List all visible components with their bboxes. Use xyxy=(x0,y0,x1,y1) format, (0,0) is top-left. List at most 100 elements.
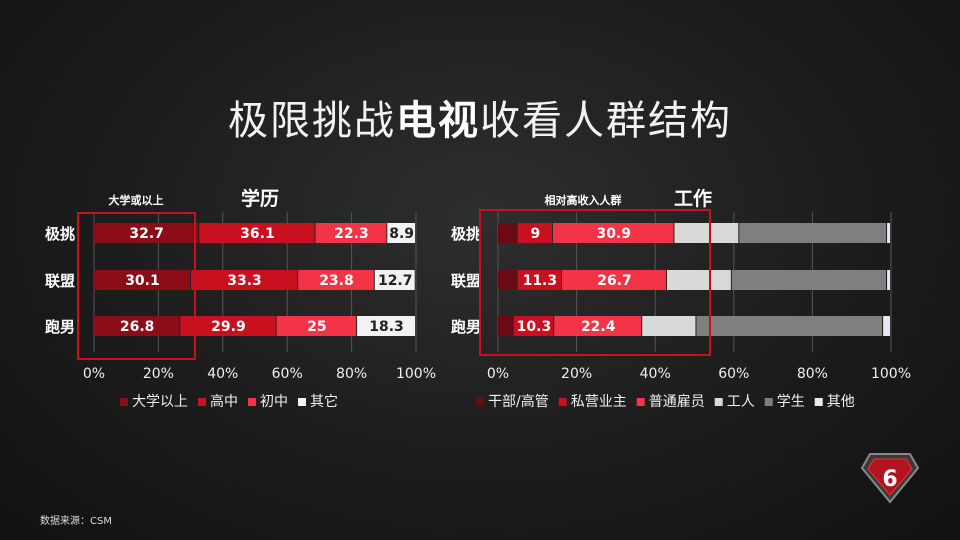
bar-segment xyxy=(517,270,562,290)
x-tick-label: 20% xyxy=(561,366,592,382)
legend-swatch xyxy=(764,398,773,406)
legend-swatch xyxy=(636,398,645,406)
bar-segment xyxy=(357,316,415,336)
legend-label: 学生 xyxy=(777,394,805,410)
bar-segment xyxy=(731,270,887,290)
bar-segment xyxy=(498,316,513,336)
legend-swatch xyxy=(248,398,256,406)
x-tick-label: 40% xyxy=(640,366,671,382)
title-part-3: 收看人群结构 xyxy=(480,98,732,144)
data-label: 33.3 xyxy=(227,273,262,289)
legend-swatch xyxy=(298,398,306,406)
legend-label: 其它 xyxy=(310,393,338,410)
data-label: 12.7 xyxy=(378,273,413,289)
bar-segment xyxy=(517,223,553,243)
chart-title: 工作 xyxy=(674,187,712,210)
legend-swatch xyxy=(558,398,567,406)
data-label: 11.3 xyxy=(523,273,558,289)
bar-segment xyxy=(642,316,696,336)
x-tick-label: 100% xyxy=(871,366,911,382)
bar-segment xyxy=(94,270,190,290)
bar-segment xyxy=(180,316,276,336)
category-label: 联盟 xyxy=(45,272,75,290)
bar-segment xyxy=(554,316,642,336)
bar-segment xyxy=(298,270,374,290)
bar-segment xyxy=(696,316,883,336)
bar-segment xyxy=(883,316,890,336)
page-title: 极限挑战电视收看人群结构 xyxy=(0,88,960,146)
chart-title: 学历 xyxy=(241,187,279,210)
bar-segment xyxy=(674,223,739,243)
x-tick-label: 60% xyxy=(272,366,303,382)
bar-segment xyxy=(199,223,315,243)
category-label: 联盟 xyxy=(451,272,481,290)
legend-label: 大学以上 xyxy=(132,394,188,410)
bar-segment xyxy=(739,223,887,243)
data-label: 22.3 xyxy=(334,226,369,242)
bar-segment xyxy=(513,316,554,336)
bar-segment xyxy=(498,223,517,243)
highlight-box xyxy=(479,209,711,356)
data-label: 8.9 xyxy=(389,226,414,242)
legend-label: 干部/高管 xyxy=(488,393,549,410)
svg-text:6: 6 xyxy=(882,467,897,492)
legend-label: 初中 xyxy=(260,393,288,410)
show-logo-icon: 6 xyxy=(860,453,920,504)
bar-segment xyxy=(387,223,415,243)
x-tick-label: 80% xyxy=(336,366,367,382)
x-tick-label: 20% xyxy=(143,366,174,382)
x-tick-label: 80% xyxy=(797,366,828,382)
x-tick-label: 40% xyxy=(207,366,238,382)
bar-segment xyxy=(276,316,357,336)
legend-swatch xyxy=(476,398,484,406)
chart-annotation: 相对高收入人群 xyxy=(545,193,622,207)
legend-label: 工人 xyxy=(727,394,755,410)
category-label: 极挑 xyxy=(45,225,75,243)
data-label: 30.1 xyxy=(125,273,160,289)
highlight-box xyxy=(77,212,196,360)
category-label: 极挑 xyxy=(451,225,481,243)
bar-segment xyxy=(190,270,298,290)
legend-label: 普通雇员 xyxy=(649,393,705,410)
data-label: 26.8 xyxy=(120,319,155,335)
title-part-1: 极限挑战 xyxy=(228,98,396,144)
data-label: 30.9 xyxy=(596,226,631,242)
data-label: 22.4 xyxy=(581,319,616,335)
bar-segment xyxy=(498,270,517,290)
legend-swatch xyxy=(198,398,206,406)
legend-label: 私营业主 xyxy=(571,394,627,410)
data-label: 9 xyxy=(530,226,540,242)
data-label: 25 xyxy=(307,319,326,335)
data-label: 23.8 xyxy=(319,273,354,289)
data-label: 10.3 xyxy=(517,319,552,335)
x-tick-label: 0% xyxy=(83,366,105,382)
bar-segment xyxy=(374,270,415,290)
legend-label: 其他 xyxy=(827,394,855,410)
data-label: 32.7 xyxy=(129,226,164,242)
bar-segment xyxy=(94,316,180,336)
bar-segment xyxy=(315,223,387,243)
bar-segment xyxy=(666,270,731,290)
x-tick-label: 100% xyxy=(396,366,436,382)
x-tick-label: 0% xyxy=(487,366,509,382)
legend-swatch xyxy=(714,398,723,406)
data-label: 26.7 xyxy=(597,273,632,289)
legend-swatch xyxy=(814,398,823,406)
category-label: 跑男 xyxy=(451,318,481,336)
chart-annotation: 大学或以上 xyxy=(109,193,164,207)
data-label: 18.3 xyxy=(369,319,404,335)
bar-segment xyxy=(553,223,674,243)
bar-segment xyxy=(887,223,890,243)
bar-segment xyxy=(94,223,199,243)
x-tick-label: 60% xyxy=(718,366,749,382)
bar-segment xyxy=(887,270,890,290)
legend-swatch xyxy=(120,398,128,406)
bar-segment xyxy=(562,270,666,290)
data-label: 29.9 xyxy=(211,319,246,335)
title-emphasis: 电视 xyxy=(396,98,480,144)
category-label: 跑男 xyxy=(45,318,75,336)
data-label: 36.1 xyxy=(240,226,275,242)
source-note: 数据来源：CSM xyxy=(40,516,112,527)
legend-label: 高中 xyxy=(210,393,238,410)
